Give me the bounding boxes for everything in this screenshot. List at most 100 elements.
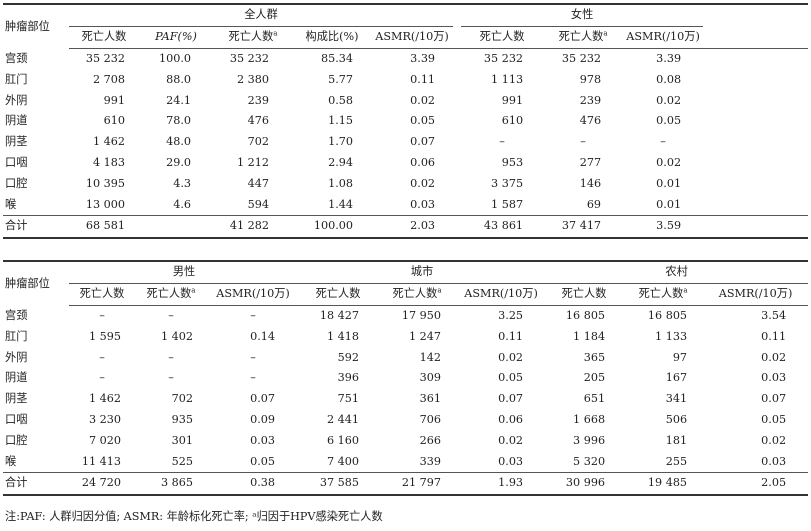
- table-cell: 266: [419, 433, 442, 447]
- table-cell: 476: [247, 114, 269, 128]
- table-cell: 13 000: [85, 197, 125, 211]
- table-cell: 0.11: [761, 329, 787, 343]
- table-cell: 0.05: [498, 371, 524, 385]
- table-cell: 0.58: [328, 93, 353, 107]
- table-cell: 0.06: [498, 412, 524, 426]
- table-cell: 0.01: [656, 176, 682, 190]
- spacer-cell: [703, 132, 808, 153]
- table-cell: 1 462: [92, 135, 125, 149]
- table-cell: 277: [579, 155, 602, 169]
- spacer-cell: [703, 173, 808, 194]
- table-cell: 3.54: [761, 308, 787, 322]
- table-cell: 1 247: [409, 329, 442, 343]
- table-cell: 978: [579, 72, 602, 86]
- table-cell: 4.3: [173, 176, 191, 190]
- table-cell: 0.02: [656, 93, 682, 107]
- table-cell: 0.08: [656, 72, 682, 86]
- table-cell: 476: [579, 114, 602, 128]
- table-cell: 702: [247, 135, 269, 149]
- table-cell: [139, 214, 213, 239]
- table-cell: 361: [419, 392, 442, 406]
- group-rural: 农村: [545, 259, 809, 284]
- table-cell: 1 668: [573, 412, 606, 426]
- table-cell: –: [250, 308, 256, 322]
- spacer-cell: [453, 69, 461, 90]
- table-cell: 0.02: [761, 433, 787, 447]
- table-cell: 0.07: [761, 392, 787, 406]
- table-cell: –: [168, 350, 174, 364]
- table-male-city-rural: 肿瘤部位 男性 城市 农村 死亡人数 死亡人数a ASMR(/10万) 死亡人数…: [3, 259, 809, 496]
- table-cell: 1 402: [160, 329, 193, 343]
- col-header: 死亡人数a: [213, 26, 293, 49]
- spacer-cell: [703, 153, 808, 174]
- group-all: 全人群: [69, 2, 454, 27]
- table-cell: 2 708: [92, 72, 125, 86]
- table-cell: 69: [586, 197, 602, 211]
- row-label: 阴茎: [5, 392, 28, 406]
- table-row: 肛门 1 595 1 402 0.14 1 418 1 247 0.11 1 184 1 133…: [3, 326, 808, 347]
- footnote: 注:PAF: 人群归因分值; ASMR: 年龄标化死亡率; ᵃ归因于HPV感染死…: [5, 510, 383, 523]
- table-cell: 7 400: [327, 454, 360, 468]
- table-cell: 0.06: [410, 155, 436, 169]
- table-cell: 1.70: [328, 135, 353, 149]
- table-cell: 702: [171, 392, 193, 406]
- table-cell: 0.02: [410, 176, 436, 190]
- col-header: ASMR(/10万): [623, 26, 704, 49]
- table-cell: –: [660, 135, 666, 149]
- table-cell: 41 282: [213, 214, 293, 239]
- col-header: 死亡人数: [545, 283, 624, 306]
- table-cell: 365: [583, 350, 606, 364]
- table-cell: 991: [501, 93, 524, 107]
- table-cell: 2.03: [371, 214, 454, 239]
- spacer-cell: [703, 90, 808, 111]
- table-cell: 18 427: [319, 308, 360, 322]
- table-cell: 339: [419, 454, 442, 468]
- table-cell: 0.02: [410, 93, 436, 107]
- table-cell: 17 950: [401, 308, 442, 322]
- table-cell: 0.05: [250, 454, 276, 468]
- table-cell: –: [99, 371, 105, 385]
- table-row: 喉 13 000 4.6 594 1.44 0.03 1 587 69 0.01: [3, 194, 808, 215]
- table-cell: 5 320: [573, 454, 606, 468]
- table-cell: 706: [419, 412, 442, 426]
- col-header: ASMR(/10万): [371, 26, 454, 49]
- col-header: PAF(%): [139, 26, 213, 49]
- table-cell: 181: [665, 433, 688, 447]
- row-label: 口腔: [5, 176, 28, 190]
- table-cell: 610: [501, 114, 524, 128]
- table-cell: 3 375: [491, 176, 524, 190]
- col-header: 死亡人数a: [543, 26, 624, 49]
- table-cell: 0.02: [656, 155, 682, 169]
- row-label: 阴道: [5, 114, 28, 128]
- table-cell: 4.6: [173, 197, 191, 211]
- table-cell: 16 805: [565, 308, 606, 322]
- table-cell: 953: [501, 155, 524, 169]
- table-cell: 0.14: [250, 329, 276, 343]
- table-cell: 0.05: [761, 412, 787, 426]
- table-cell: 100.00: [293, 214, 371, 239]
- table-cell: 1 184: [573, 329, 606, 343]
- table-cell: 396: [337, 371, 360, 385]
- table-cell: 341: [665, 392, 688, 406]
- table-row: 宫颈 – – – 18 427 17 950 3.25 16 805 16 805 3.54: [3, 305, 808, 326]
- table-cell: 255: [665, 454, 688, 468]
- table-cell: 2 380: [236, 72, 269, 86]
- table-cell: 594: [247, 197, 269, 211]
- table-cell: 35 232: [229, 51, 269, 65]
- table-cell: 506: [665, 412, 688, 426]
- table-row: 阴道 610 78.0 476 1.15 0.05 610 476 0.05: [3, 111, 808, 132]
- table-cell: –: [250, 371, 256, 385]
- table-cell: 0.38: [207, 471, 300, 496]
- table-cell: 4 183: [92, 155, 125, 169]
- table-cell: 3 230: [88, 412, 121, 426]
- table-cell: 205: [583, 371, 606, 385]
- table-cell: 1.93: [457, 471, 546, 496]
- table-cell: 239: [247, 93, 269, 107]
- spacer-cell: [453, 194, 461, 215]
- table-cell: 525: [171, 454, 193, 468]
- row-header: 肿瘤部位: [3, 2, 69, 49]
- table-cell: 6 160: [327, 433, 360, 447]
- spacer-cell: [453, 173, 461, 194]
- table-cell: 0.01: [656, 197, 682, 211]
- table-cell: –: [99, 308, 105, 322]
